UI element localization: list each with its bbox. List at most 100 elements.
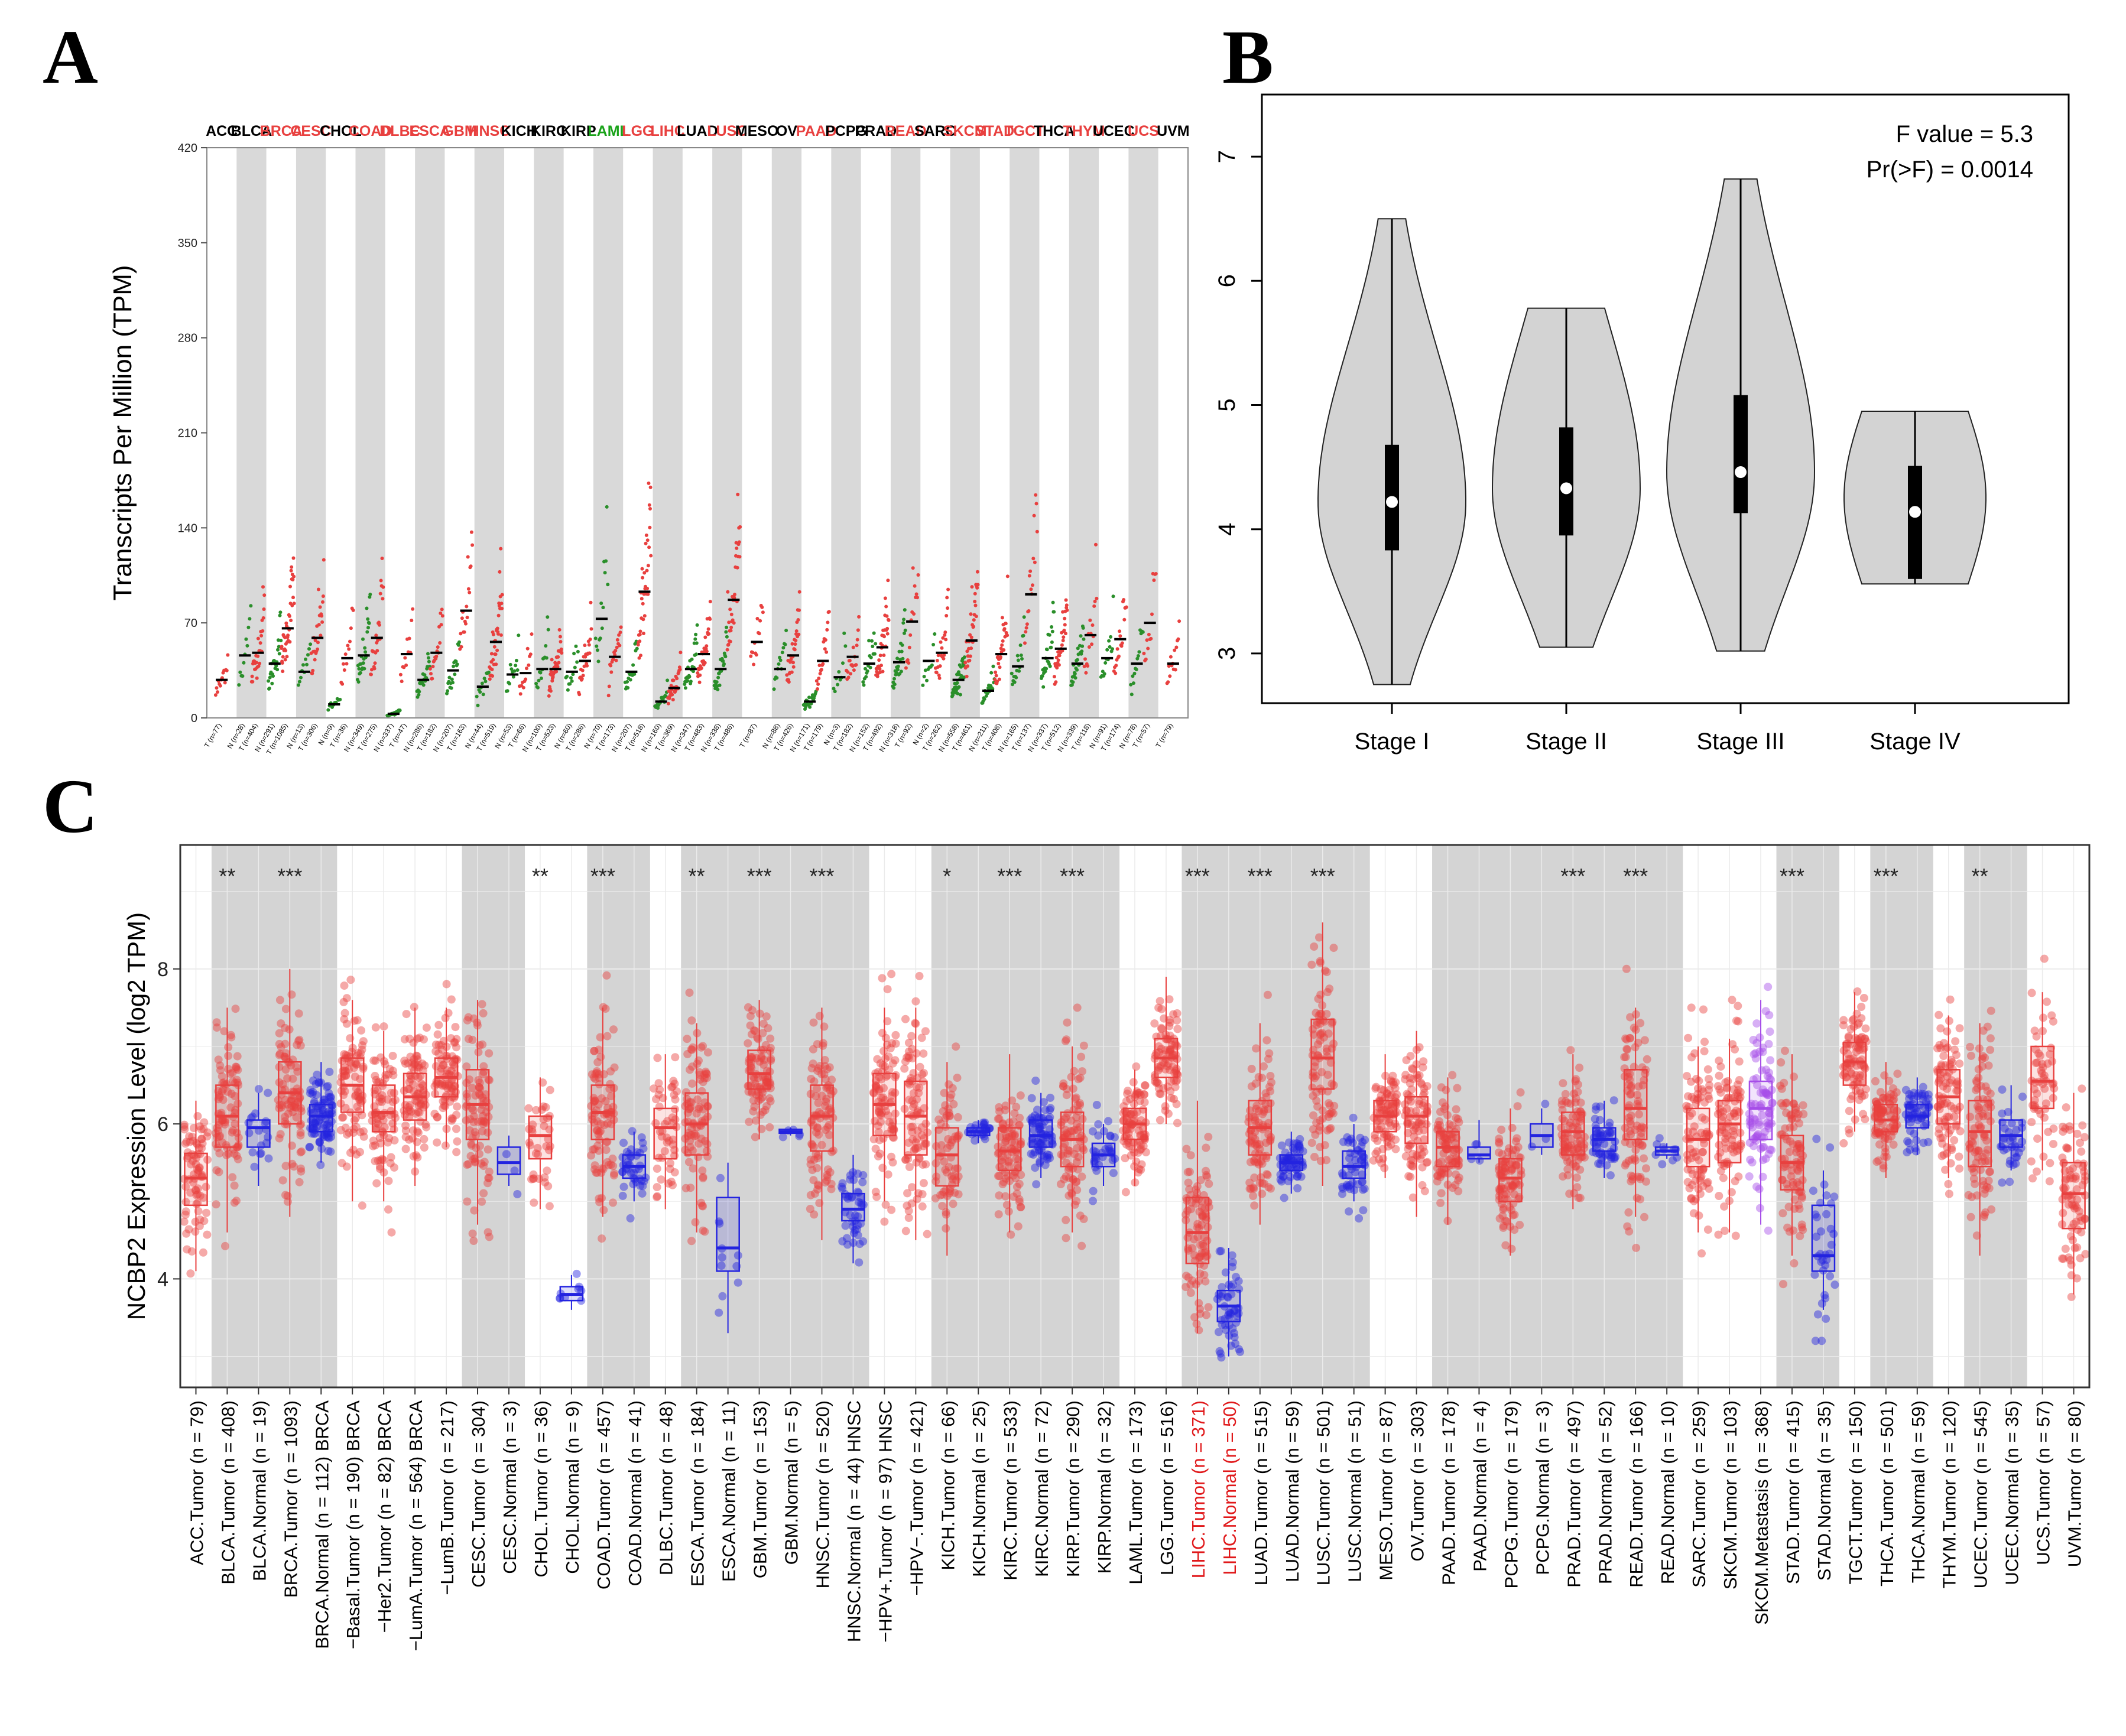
- panel-a-tumor-point: [398, 672, 403, 677]
- panel-a-normal-point: [476, 703, 480, 707]
- panel-a-normal-point: [892, 682, 897, 687]
- panel-a-normal-point: [326, 708, 330, 712]
- panel-a-tumor-point: [1064, 603, 1069, 607]
- panel-a-tumor-point: [496, 613, 501, 617]
- panel-c-point: [1110, 1133, 1119, 1142]
- panel-a-tumor-point: [588, 638, 592, 641]
- panel-c-point: [197, 1144, 206, 1153]
- panel-c-point: [819, 1041, 827, 1050]
- panel-c-point: [700, 1227, 709, 1236]
- panel-a-tumor-point: [1167, 664, 1171, 668]
- panel-c-point: [463, 1016, 472, 1025]
- panel-a-normal-point: [923, 668, 927, 672]
- panel-a-normal-point: [903, 631, 906, 635]
- panel-a-tumor-point: [797, 590, 801, 594]
- panel-c-point: [195, 1122, 204, 1131]
- panel-a-normal-point: [452, 664, 456, 668]
- panel-c-point: [442, 980, 451, 989]
- panel-a-tumor-point: [491, 674, 495, 678]
- panel-a-normal-point: [1102, 672, 1106, 676]
- panel-a-tumor-point: [907, 645, 911, 649]
- panel-a-cancer-label: GBM: [442, 123, 476, 139]
- panel-a-tumor-point: [878, 654, 882, 658]
- panel-a-tumor-point: [705, 644, 709, 648]
- panel-c-point: [379, 1022, 388, 1031]
- panel-c-point: [187, 1247, 196, 1256]
- panel-a-tumor-point: [997, 662, 1001, 665]
- panel-a-tumor-point: [1084, 671, 1088, 675]
- panel-c-xtick-label: ACC.Tumor (n = 79): [186, 1400, 207, 1565]
- panel-c-point: [1420, 1186, 1429, 1195]
- panel-a-tumor-point: [290, 565, 294, 569]
- panel-c-point: [198, 1139, 207, 1148]
- panel-a-tumor-point: [937, 673, 941, 677]
- panel-a-tumor-point: [1004, 622, 1008, 626]
- panel-c-point: [591, 1075, 600, 1084]
- panel-a-normal-point: [722, 662, 726, 666]
- panel-a-shade-band: [296, 148, 326, 718]
- panel-c-point: [325, 1068, 334, 1076]
- panel-c-point: [315, 1138, 324, 1147]
- panel-c-point: [312, 1091, 321, 1100]
- panel-c-box: [653, 1107, 678, 1160]
- panel-c-plot: ACC.Tumor (n = 79)**BLCA.Tumor (n = 408)…: [122, 844, 2091, 1651]
- panel-a-tumor-point: [706, 627, 710, 631]
- panel-a-tumor-point: [1152, 578, 1156, 582]
- panel-c-point: [264, 1088, 272, 1097]
- panel-c-point: [596, 1052, 605, 1061]
- panel-c-point: [199, 1193, 208, 1202]
- panel-c-point: [880, 1217, 889, 1226]
- panel-a-tumor-point: [749, 654, 753, 658]
- panel-a-tumor-point: [973, 600, 977, 603]
- panel-c-point: [340, 1009, 349, 1017]
- panel-a-tumor-point: [525, 667, 528, 671]
- panel-c-point: [1247, 1065, 1256, 1073]
- panel-c-box: [1342, 1150, 1366, 1179]
- panel-a-tumor-point: [438, 641, 442, 645]
- panel-a-tumor-point: [1124, 605, 1128, 609]
- panel-a-normal-point: [833, 690, 837, 694]
- panel-c-point: [281, 1052, 290, 1061]
- panel-c-point: [310, 1099, 319, 1108]
- panel-a-normal-point: [781, 646, 786, 650]
- panel-a-tumor-point: [751, 651, 755, 655]
- panel-c-point: [291, 1100, 299, 1109]
- panel-c-point: [478, 1197, 486, 1206]
- panel-c-point: [183, 1148, 192, 1157]
- panel-c-point: [215, 1091, 223, 1100]
- panel-a-cancer-label: UCS: [1128, 123, 1159, 139]
- panel-c-point: [626, 1214, 635, 1223]
- panel-c-point: [327, 1133, 336, 1142]
- panel-c-point: [275, 1029, 284, 1038]
- panel-a-normal-point: [626, 686, 630, 690]
- panel-a-tumor-point: [488, 677, 492, 681]
- panel-c-point: [232, 1197, 241, 1205]
- panel-a-normal-point: [1079, 634, 1083, 638]
- panel-c-point: [281, 1162, 290, 1171]
- panel-c-point: [478, 1040, 487, 1049]
- panel-c-point: [219, 1095, 228, 1104]
- panel-c-point: [1046, 1093, 1054, 1102]
- panel-a-tumor-point: [464, 622, 468, 626]
- panel-b-iqr-box: [1734, 395, 1748, 513]
- panel-c-point: [343, 1130, 352, 1139]
- panel-a-normal-point: [1047, 633, 1051, 637]
- panel-a-tumor-point: [754, 653, 758, 657]
- panel-a-cancer-label: MESO: [735, 123, 779, 139]
- panel-a-normal-point: [595, 644, 599, 648]
- panel-c-point: [1448, 1071, 1457, 1080]
- panel-a-normal-point: [716, 687, 720, 691]
- panel-a-cancer-label: STAD: [975, 123, 1014, 139]
- panel-a-tumor-point: [877, 658, 881, 662]
- panel-c-point: [196, 1191, 205, 1200]
- panel-a-tumor-point: [1035, 529, 1039, 534]
- panel-a-tumor-point: [789, 658, 793, 661]
- panel-a-tumor-point: [1090, 642, 1094, 646]
- panel-a-normal-point: [509, 667, 514, 671]
- panel-c-point: [715, 1308, 723, 1317]
- panel-a-tumor-point: [284, 649, 288, 652]
- panel-c-point: [653, 1183, 661, 1192]
- panel-c-point: [1215, 1347, 1224, 1355]
- panel-c-point: [441, 1141, 450, 1150]
